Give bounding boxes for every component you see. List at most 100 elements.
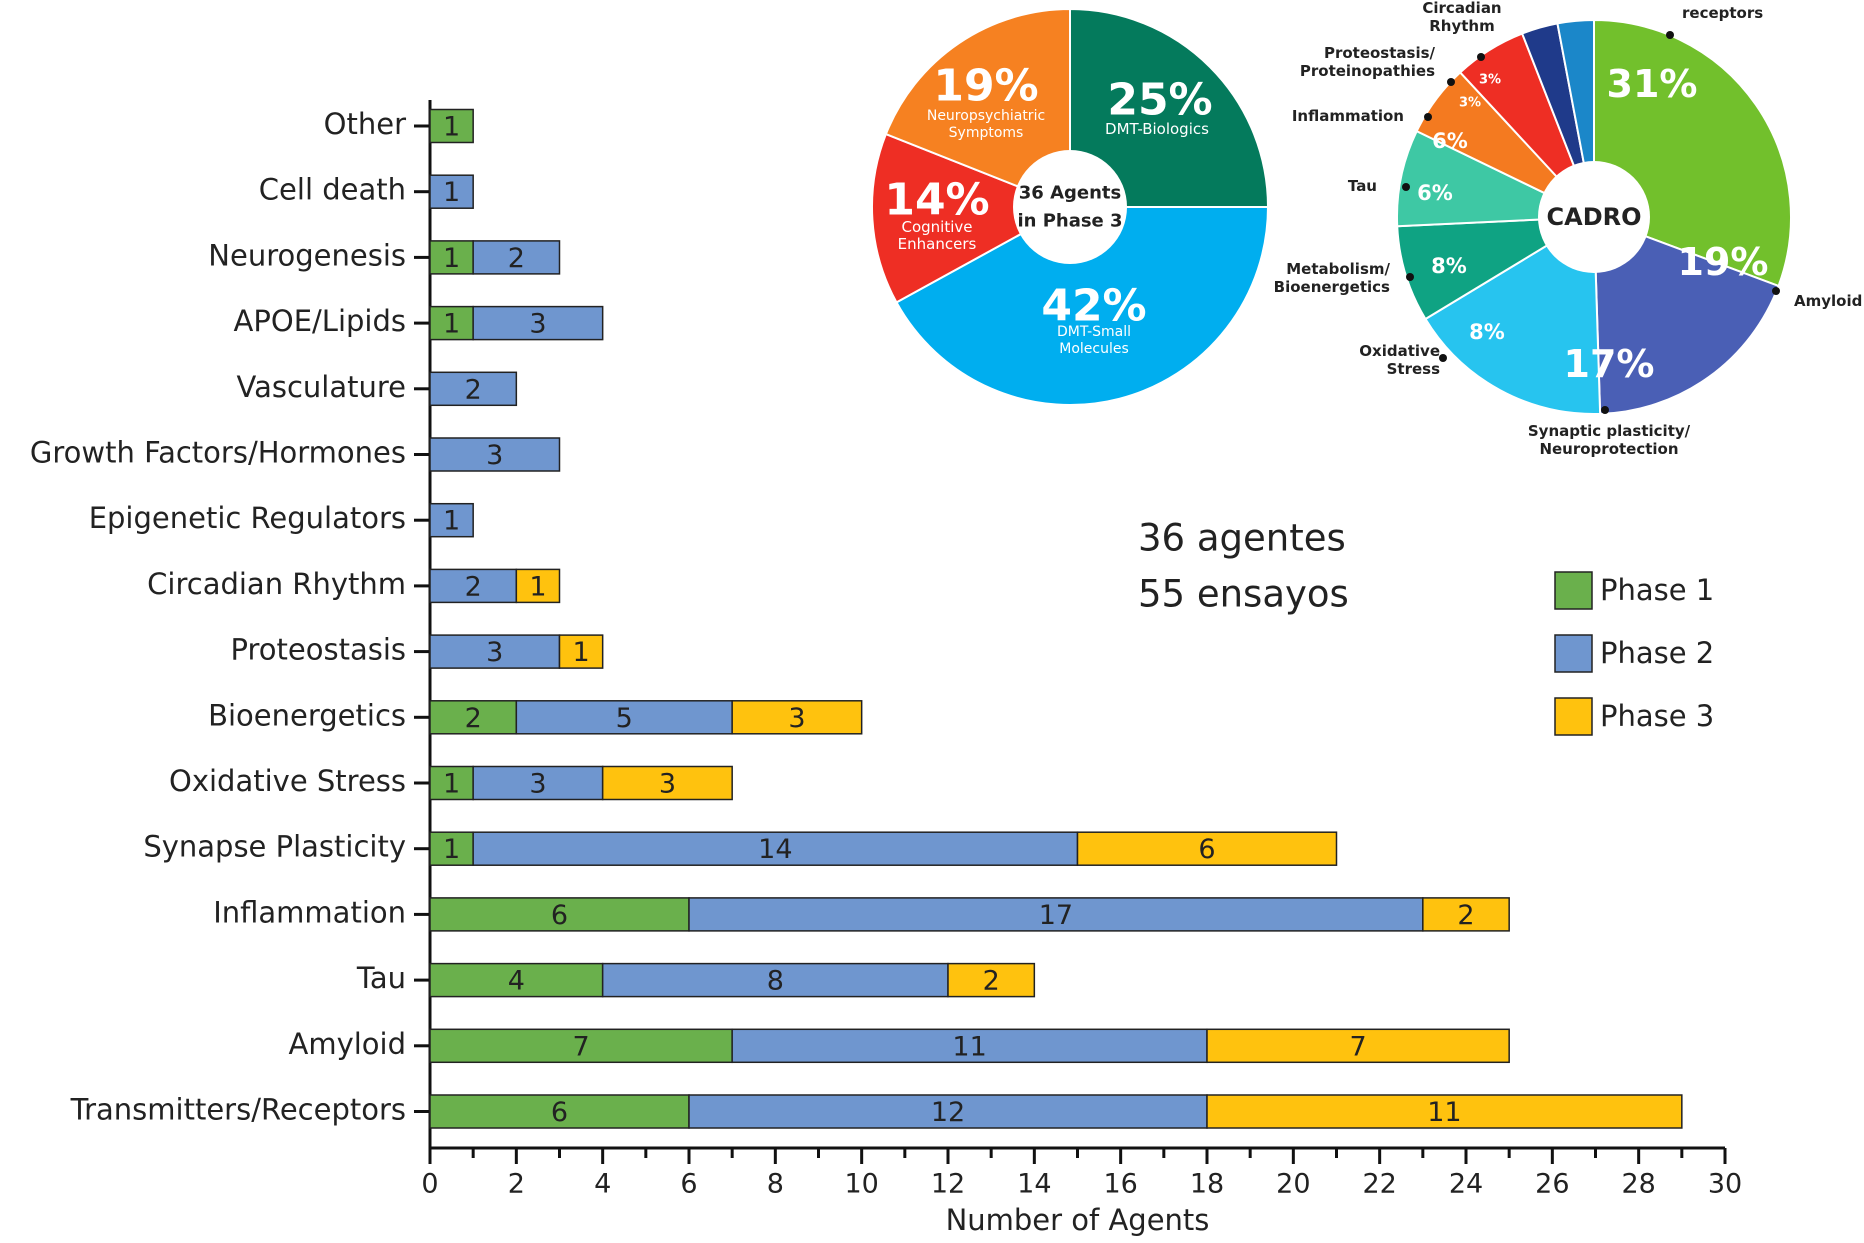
bar-value-label: 1	[443, 177, 460, 208]
y-tick-label-epigenetic-regulators: Epigenetic Regulators	[89, 501, 406, 535]
bar-segment	[429, 634, 561, 669]
bar-value-label: 3	[788, 703, 805, 734]
bar-value-label: 7	[572, 1031, 589, 1062]
bar-value-label: 14	[758, 834, 792, 865]
legend: Phase 1 Phase 2 Phase 3	[1554, 571, 1714, 736]
bar-segment	[429, 831, 474, 866]
callout-label: Synaptic plasticity/	[1528, 422, 1691, 440]
pie-slice-percent: 6%	[1432, 129, 1468, 153]
bar-value-label: 2	[465, 703, 482, 734]
bar-value-label: 6	[1198, 834, 1215, 865]
bar-value-label: 1	[443, 834, 460, 865]
annotation-trials: 55 ensayos	[1138, 573, 1349, 616]
pie-slice	[1592, 215, 1780, 415]
bar-segment	[429, 437, 561, 472]
pie-center-label: 36 Agents	[1019, 183, 1121, 204]
y-tick-label-other: Other	[324, 107, 406, 141]
legend-swatch-phase-1	[1554, 571, 1593, 610]
pie-center-label: CADRO	[1547, 203, 1642, 231]
callout-label: Inflammation	[1292, 107, 1404, 125]
bar-segment	[472, 305, 604, 341]
pie-slice	[871, 132, 1073, 304]
x-tick-label: 22	[1362, 1169, 1396, 1200]
y-tick-label-tau: Tau	[356, 961, 406, 995]
bar-value-label: 2	[465, 571, 482, 602]
callout-label: Proteinopathies	[1300, 62, 1435, 80]
callout-label: Tau	[1348, 177, 1377, 195]
bar-segment	[558, 634, 604, 669]
x-tick-label: 4	[594, 1169, 611, 1200]
x-tick-label: 24	[1449, 1169, 1483, 1200]
pie-slice-percent: 31%	[1607, 62, 1698, 106]
pie-center-hole	[1538, 161, 1650, 273]
legend-swatch-phase-2	[1554, 634, 1593, 673]
bar-segment	[1422, 897, 1510, 932]
bar-value-label: 3	[529, 769, 546, 800]
bar-segment	[1206, 1028, 1510, 1064]
callout-dot	[1772, 287, 1780, 295]
callout-label: Circadian	[1422, 0, 1501, 17]
pie-slice-percent: 17%	[1564, 342, 1655, 386]
callout-label: Bioenergetics	[1274, 278, 1390, 296]
legend-swatch-phase-3	[1554, 697, 1593, 736]
y-tick-label-circadian-rhythm: Circadian Rhythm	[147, 567, 406, 601]
bar-value-label: 1	[443, 309, 460, 340]
pie-slice-label: DMT-Biologics	[1105, 120, 1209, 138]
pie-slice-label: Cognitive	[901, 218, 972, 236]
bar-value-label: 12	[931, 1097, 965, 1128]
bar-segment	[429, 897, 690, 932]
bar-value-label: 5	[616, 703, 633, 734]
callout-dot	[1477, 53, 1485, 61]
pie-slice-percent: 8%	[1431, 254, 1467, 278]
y-tick-label-vasculature: Vasculature	[237, 370, 407, 404]
callout-label: Neuroprotection	[1539, 440, 1678, 458]
callout-dot	[1447, 78, 1455, 86]
pie-slice-label: Neuropsychiatric	[927, 108, 1045, 124]
x-tick-label: 10	[844, 1169, 878, 1200]
bar-segment	[515, 568, 561, 604]
bar-value-label: 17	[1039, 900, 1073, 931]
bar-value-label: 8	[767, 966, 784, 997]
callout-label: Stress	[1387, 360, 1440, 378]
legend-label-phase-2: Phase 2	[1600, 636, 1714, 670]
pie-slice-percent: 42%	[1041, 281, 1146, 332]
annotation-agents: 36 agentes	[1138, 517, 1346, 560]
bar-segment	[429, 240, 474, 275]
bar-segment	[601, 765, 733, 801]
y-tick-label-transmitters-receptors: Transmitters/Receptors	[70, 1093, 406, 1127]
bar-value-label: 3	[659, 769, 676, 800]
x-tick-label: 30	[1708, 1169, 1742, 1200]
bar-segment	[947, 962, 1036, 998]
bar-segment	[429, 765, 474, 801]
callout-label: Metabolism/	[1286, 260, 1390, 278]
bar-value-label: 2	[465, 374, 482, 405]
callout-dot	[1424, 113, 1432, 121]
pie-slice	[884, 7, 1071, 209]
x-tick-label: 18	[1190, 1169, 1224, 1200]
bar-value-label: 2	[508, 243, 525, 274]
y-tick-label-inflammation: Inflammation	[213, 895, 406, 929]
bar-value-label: 1	[443, 112, 460, 143]
pie-slice-label: DMT-Small	[1057, 324, 1131, 340]
bar-value-label: 2	[983, 966, 1000, 997]
x-tick-label: 2	[508, 1169, 525, 1200]
y-tick-label-neurogenesis: Neurogenesis	[208, 238, 406, 272]
bar-value-label: 1	[443, 243, 460, 274]
y-tick-label-bioenergetics: Bioenergetics	[208, 698, 406, 732]
callout-label: receptors	[1682, 4, 1763, 22]
y-tick-label-proteostasis: Proteostasis	[231, 633, 407, 667]
bar-segment	[429, 305, 474, 341]
callout-dot	[1406, 273, 1414, 281]
y-tick-label-growth-factors-hormones: Growth Factors/Hormones	[30, 436, 406, 470]
pie-slice	[1069, 7, 1270, 208]
pie-slice	[895, 206, 1270, 406]
bar-value-label: 6	[551, 1097, 568, 1128]
bar-segment	[429, 962, 604, 998]
bar-value-label: 7	[1349, 1031, 1366, 1062]
callout-dot	[1439, 354, 1447, 362]
bar-segment	[731, 1028, 1208, 1064]
callout-dot	[1666, 31, 1674, 39]
